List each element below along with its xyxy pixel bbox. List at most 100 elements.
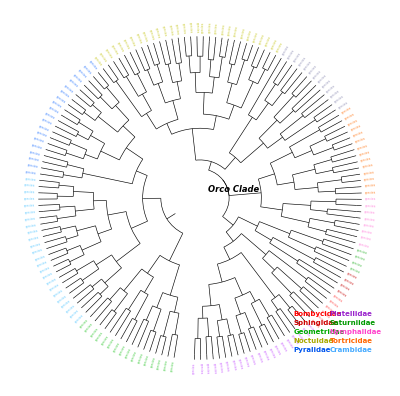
Text: species: species bbox=[24, 183, 36, 188]
Text: species: species bbox=[267, 347, 276, 359]
Text: species: species bbox=[351, 260, 363, 268]
Text: species: species bbox=[273, 344, 282, 356]
Text: species: species bbox=[130, 350, 138, 362]
Text: species: species bbox=[262, 350, 270, 362]
Text: species: species bbox=[352, 130, 364, 139]
Text: species: species bbox=[357, 143, 369, 150]
Text: species: species bbox=[42, 272, 54, 280]
Text: species: species bbox=[290, 334, 300, 346]
Text: species: species bbox=[356, 248, 368, 255]
Text: species: species bbox=[279, 341, 288, 353]
Text: species: species bbox=[124, 347, 132, 359]
Text: species: species bbox=[201, 22, 206, 33]
Text: species: species bbox=[192, 363, 196, 374]
Text: species: species bbox=[60, 299, 72, 309]
Text: species: species bbox=[362, 223, 374, 229]
Text: species: species bbox=[256, 352, 263, 364]
Text: species: species bbox=[48, 106, 60, 115]
Text: species: species bbox=[24, 190, 35, 195]
Text: species: species bbox=[77, 69, 88, 80]
Text: species: species bbox=[100, 334, 110, 346]
Text: species: species bbox=[181, 22, 186, 34]
Text: species: species bbox=[69, 308, 80, 319]
Text: species: species bbox=[28, 156, 40, 163]
Text: species: species bbox=[104, 48, 114, 60]
Text: species: species bbox=[110, 44, 119, 56]
Text: species: species bbox=[161, 25, 167, 37]
Text: species: species bbox=[30, 242, 42, 249]
Text: species: species bbox=[128, 35, 136, 48]
Text: species: species bbox=[59, 89, 70, 99]
Text: species: species bbox=[74, 313, 85, 324]
Text: species: species bbox=[310, 318, 321, 329]
Text: species: species bbox=[355, 137, 367, 145]
Text: species: species bbox=[252, 30, 259, 43]
Text: species: species bbox=[89, 326, 100, 338]
Text: species: species bbox=[276, 41, 284, 53]
Text: species: species bbox=[321, 79, 332, 89]
Text: species: species bbox=[249, 354, 257, 366]
Text: species: species bbox=[87, 60, 98, 71]
Text: species: species bbox=[364, 177, 376, 182]
Text: species: species bbox=[26, 223, 38, 228]
Text: species: species bbox=[270, 38, 278, 50]
Text: species: species bbox=[27, 229, 39, 235]
Text: species: species bbox=[134, 33, 142, 45]
Text: species: species bbox=[346, 272, 358, 280]
Text: species: species bbox=[258, 33, 266, 45]
Text: species: species bbox=[347, 118, 359, 127]
Text: species: species bbox=[361, 229, 373, 236]
Text: species: species bbox=[163, 359, 169, 371]
Text: species: species bbox=[24, 197, 35, 201]
Text: species: species bbox=[174, 23, 180, 35]
Text: species: species bbox=[52, 288, 64, 298]
Text: species: species bbox=[365, 190, 376, 195]
Text: species: species bbox=[205, 363, 210, 374]
Text: species: species bbox=[188, 22, 192, 33]
Text: Plutellidae: Plutellidae bbox=[329, 311, 372, 318]
Text: species: species bbox=[72, 74, 83, 84]
Text: species: species bbox=[365, 197, 376, 202]
Text: species: species bbox=[243, 356, 250, 368]
Text: species: species bbox=[214, 22, 219, 34]
Text: species: species bbox=[308, 64, 318, 76]
Text: species: species bbox=[32, 248, 44, 255]
Text: species: species bbox=[324, 304, 335, 314]
Text: species: species bbox=[84, 322, 94, 333]
Text: species: species bbox=[31, 143, 43, 150]
Text: species: species bbox=[360, 156, 372, 163]
Text: Tortricidae: Tortricidae bbox=[329, 338, 372, 344]
Text: species: species bbox=[24, 177, 36, 182]
Text: species: species bbox=[106, 337, 115, 349]
Text: species: species bbox=[300, 326, 310, 338]
Text: species: species bbox=[227, 24, 233, 36]
Text: species: species bbox=[240, 27, 246, 39]
Text: species: species bbox=[220, 23, 226, 35]
Text: species: species bbox=[39, 266, 51, 274]
Text: species: species bbox=[326, 84, 337, 94]
Text: species: species bbox=[65, 304, 76, 314]
Text: species: species bbox=[33, 137, 45, 144]
Text: species: species bbox=[38, 124, 50, 132]
Text: species: species bbox=[284, 338, 294, 349]
Text: species: species bbox=[156, 358, 163, 370]
Text: species: species bbox=[295, 330, 305, 342]
Text: species: species bbox=[55, 94, 66, 104]
Text: species: species bbox=[339, 283, 351, 292]
Text: species: species bbox=[364, 210, 376, 215]
Text: species: species bbox=[98, 51, 108, 63]
Text: species: species bbox=[49, 283, 61, 292]
Text: species: species bbox=[246, 29, 253, 41]
Text: species: species bbox=[344, 112, 356, 121]
Text: species: species bbox=[212, 362, 216, 374]
Text: species: species bbox=[264, 36, 272, 48]
Text: Noctuidae: Noctuidae bbox=[294, 338, 334, 344]
Text: Geometridae: Geometridae bbox=[294, 329, 345, 335]
Text: species: species bbox=[41, 118, 53, 126]
Text: species: species bbox=[195, 22, 199, 33]
Text: Bombycidae: Bombycidae bbox=[294, 311, 342, 318]
Text: species: species bbox=[306, 322, 316, 333]
Text: species: species bbox=[287, 48, 296, 60]
Text: species: species bbox=[349, 266, 361, 274]
Text: species: species bbox=[29, 150, 41, 156]
